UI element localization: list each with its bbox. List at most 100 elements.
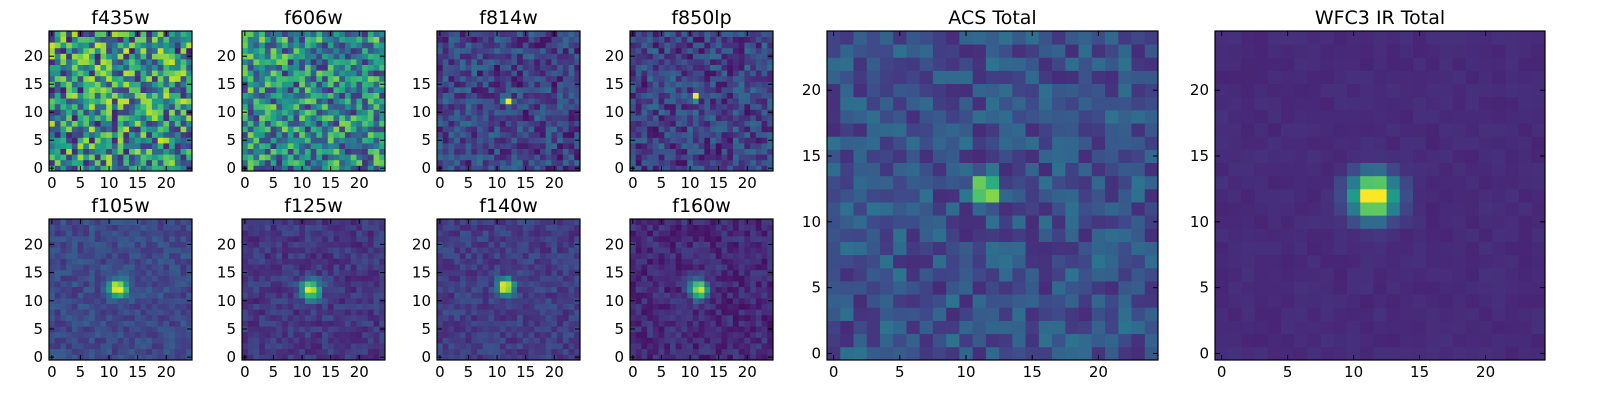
heatmap-cell <box>157 81 164 88</box>
heatmap-cell <box>180 64 187 71</box>
heatmap-cell <box>641 109 648 116</box>
heatmap-cell <box>658 281 665 288</box>
heatmap-cell <box>704 148 711 155</box>
heatmap-cell <box>140 159 147 166</box>
heatmap-cell <box>477 292 484 299</box>
heatmap-cell <box>465 309 472 316</box>
heatmap-cell <box>362 331 369 338</box>
heatmap-cell <box>721 126 728 133</box>
heatmap-cell <box>123 337 130 344</box>
heatmap-cell <box>344 309 352 316</box>
heatmap-cell <box>54 120 61 127</box>
heatmap-cell <box>186 126 193 133</box>
heatmap-cell <box>539 337 547 344</box>
heatmap-cell <box>356 109 363 116</box>
heatmap-cell <box>477 326 484 333</box>
heatmap-cell <box>454 92 461 99</box>
heatmap-cell <box>293 275 300 282</box>
heatmap-cell <box>66 87 73 93</box>
heatmap-cell <box>715 36 722 43</box>
heatmap-cell <box>174 264 181 271</box>
heatmap-cell <box>151 131 159 138</box>
heatmap-cell <box>333 87 340 93</box>
heatmap-cell <box>327 275 334 282</box>
heatmap-cell <box>356 42 363 49</box>
x-tick-label: 15 <box>516 363 535 381</box>
heatmap-cell <box>129 143 136 149</box>
heatmap-cell <box>287 343 294 350</box>
heatmap-cell <box>505 230 512 237</box>
heatmap-cell <box>49 235 56 242</box>
heatmap-cell <box>66 143 73 149</box>
heatmap-cell <box>259 343 266 350</box>
heatmap-cell <box>681 297 688 304</box>
heatmap-cell <box>123 331 130 338</box>
heatmap-cell <box>60 286 67 293</box>
heatmap-cell <box>522 230 529 237</box>
heatmap-cell <box>692 314 700 321</box>
heatmap-cell <box>100 159 107 166</box>
heatmap-cell <box>494 75 501 82</box>
heatmap-cell <box>129 126 136 133</box>
heatmap-cell <box>77 115 84 121</box>
heatmap-cell <box>123 148 130 155</box>
heatmap-cell <box>574 343 581 350</box>
heatmap-cell <box>551 126 558 133</box>
heatmap-cell <box>129 64 136 71</box>
heatmap-cell <box>755 115 762 121</box>
x-tick-label: 10 <box>488 363 507 381</box>
heatmap-cell <box>505 98 512 105</box>
heatmap-cell <box>562 230 569 237</box>
heatmap-cell <box>66 343 73 350</box>
heatmap-cell <box>316 154 323 161</box>
heatmap-cell <box>761 326 768 333</box>
heatmap-cell <box>270 59 277 65</box>
heatmap-cell <box>117 31 124 37</box>
heatmap-cell <box>534 143 541 149</box>
heatmap-cell <box>54 31 61 37</box>
heatmap-cell <box>151 241 159 248</box>
heatmap-cell <box>146 275 153 282</box>
heatmap-cell <box>54 143 61 149</box>
heatmap-cell <box>652 92 659 99</box>
heatmap-cell <box>379 70 386 77</box>
heatmap-cell <box>174 109 181 116</box>
heatmap-cell <box>562 258 569 265</box>
heatmap-cell <box>499 31 507 37</box>
heatmap-cell <box>276 109 283 116</box>
heatmap-cell <box>727 137 734 144</box>
heatmap-cell <box>129 235 136 242</box>
heatmap-cell <box>123 143 130 149</box>
heatmap-cell <box>253 348 260 355</box>
heatmap-cell <box>362 98 369 105</box>
heatmap-cell <box>505 47 512 54</box>
heatmap-cell <box>310 126 317 133</box>
heatmap-cell <box>362 230 369 237</box>
heatmap-cell <box>675 42 682 49</box>
heatmap-cell <box>270 343 277 350</box>
heatmap-cell <box>373 75 380 82</box>
heatmap-cell <box>253 343 260 350</box>
heatmap-cell <box>545 326 552 333</box>
heatmap-cell <box>373 70 380 77</box>
heatmap-cell <box>259 64 266 71</box>
heatmap-cell <box>692 103 700 110</box>
heatmap-cell <box>477 258 484 265</box>
heatmap-cell <box>180 247 187 254</box>
heatmap-cell <box>157 286 164 293</box>
heatmap-cell <box>344 258 352 265</box>
heatmap-cell <box>528 120 535 127</box>
heatmap-cell <box>442 98 449 105</box>
heatmap-cell <box>247 64 254 71</box>
heatmap-cell <box>60 297 67 304</box>
heatmap-cell <box>293 109 300 116</box>
heatmap-cell <box>270 303 277 310</box>
heatmap-cell <box>60 159 67 166</box>
x-tick-label: 5 <box>269 174 279 192</box>
heatmap-cell <box>465 98 472 105</box>
heatmap-cell <box>738 103 745 110</box>
heatmap-cell <box>727 98 734 105</box>
heatmap-cell <box>339 264 346 271</box>
heatmap-cell <box>344 292 352 299</box>
heatmap-cell <box>448 70 455 77</box>
